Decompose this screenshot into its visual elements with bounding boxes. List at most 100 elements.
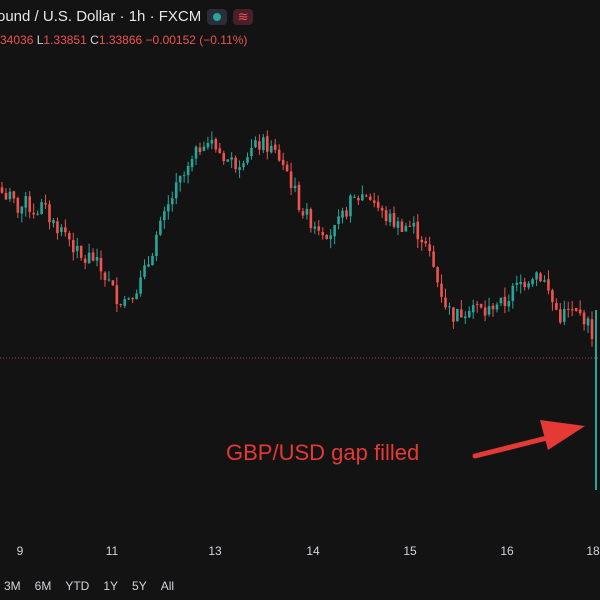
gap-filled-annotation: GBP/USD gap filled: [226, 440, 420, 465]
candle-body: [570, 309, 574, 311]
candle: [254, 136, 257, 149]
candle: [380, 205, 384, 218]
candle-body: [364, 195, 368, 197]
candle: [99, 250, 103, 280]
candle-body: [491, 305, 495, 310]
candle: [262, 134, 265, 154]
candle-body: [273, 144, 277, 150]
range-3m-button[interactable]: 3M: [4, 579, 21, 593]
candle: [547, 270, 550, 295]
candle: [436, 266, 439, 288]
candle: [539, 271, 542, 283]
candle-body: [147, 264, 150, 267]
candle-body: [428, 244, 431, 252]
candle: [551, 288, 554, 311]
candle: [52, 217, 55, 228]
candle-body: [539, 273, 542, 282]
candle: [590, 311, 594, 347]
time-axis[interactable]: 9 11 13 14 15 16 18: [0, 540, 600, 564]
range-6m-button[interactable]: 6M: [34, 579, 52, 593]
candle-body: [151, 255, 154, 266]
candle: [40, 198, 43, 215]
candle-body: [281, 159, 285, 166]
candle: [190, 155, 194, 172]
candle-body: [119, 304, 123, 306]
candle: [404, 222, 408, 232]
range-all-button[interactable]: All: [160, 579, 175, 593]
candle-body: [562, 309, 566, 322]
candle: [337, 209, 340, 230]
candle: [519, 274, 523, 294]
price-chart[interactable]: [0, 40, 600, 540]
candle-body: [551, 290, 554, 303]
range-5y-button[interactable]: 5Y: [132, 579, 147, 593]
candle-body: [127, 298, 131, 300]
ohlc-change: −0.00152: [145, 33, 196, 47]
candle-body: [56, 221, 59, 234]
candle: [361, 185, 364, 202]
candle: [313, 221, 317, 235]
symbol-title[interactable]: ound / U.S. Dollar · 1h · FXCM: [0, 7, 202, 25]
candle: [467, 306, 471, 319]
candle: [559, 303, 562, 325]
candle: [499, 297, 503, 307]
candle-body: [198, 147, 202, 153]
candle-body: [194, 146, 198, 159]
candle-body: [436, 267, 439, 283]
candle-body: [368, 196, 372, 200]
candle: [570, 301, 574, 317]
candle-body: [559, 309, 562, 323]
candle-body: [321, 232, 325, 236]
x-tick-label: 9: [16, 544, 24, 558]
candle-body: [95, 256, 99, 261]
candle: [400, 218, 404, 233]
candle: [392, 206, 396, 229]
candle: [503, 287, 507, 314]
candle-body: [48, 204, 51, 223]
candle-body: [388, 213, 392, 223]
candle-body: [309, 208, 313, 229]
candle-body: [380, 207, 384, 211]
candle-body: [361, 194, 364, 201]
candle: [151, 252, 154, 266]
x-tick-label: 11: [105, 544, 119, 558]
candle: [147, 256, 150, 268]
range-ytd-button[interactable]: YTD: [65, 579, 90, 593]
candle: [68, 230, 71, 247]
candle: [527, 281, 530, 290]
candle-body: [83, 258, 87, 263]
candle: [266, 130, 269, 160]
candle-body: [483, 307, 487, 316]
candle: [210, 131, 214, 150]
range-1y-button[interactable]: 1Y: [103, 579, 119, 593]
candle-body: [329, 235, 332, 240]
candle-body: [424, 241, 427, 244]
candle: [511, 282, 515, 309]
candle: [317, 220, 321, 236]
candle: [60, 224, 63, 237]
candle-body: [32, 212, 35, 215]
candle: [12, 190, 16, 204]
symbol-title-row[interactable]: ound / U.S. Dollar · 1h · FXCM ≋: [0, 6, 254, 26]
candle-body: [341, 210, 344, 218]
market-open-icon[interactable]: [207, 9, 228, 25]
candle: [416, 214, 420, 249]
candle: [71, 232, 75, 261]
candle: [277, 144, 281, 162]
range-selector: 3M 6M YTD 1Y 5Y All: [0, 572, 600, 600]
candle-body: [555, 302, 558, 310]
candle: [444, 288, 447, 310]
candle: [396, 216, 400, 236]
candle: [475, 300, 479, 313]
candle-body: [376, 201, 380, 208]
candle-body: [515, 282, 519, 285]
candle-body: [404, 225, 408, 232]
candle: [123, 295, 127, 309]
wave-icon[interactable]: ≋: [233, 9, 254, 25]
candle: [515, 275, 519, 292]
candle: [250, 139, 253, 160]
candle: [578, 300, 582, 316]
candle-body: [91, 252, 95, 261]
x-tick-label: 16: [500, 544, 514, 558]
candle: [4, 188, 8, 201]
